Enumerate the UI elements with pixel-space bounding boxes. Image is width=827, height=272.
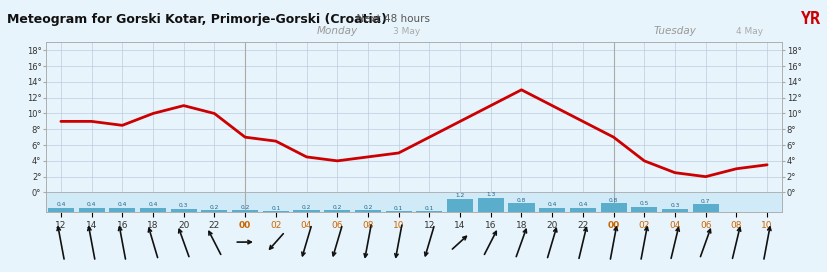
Bar: [262, 211, 289, 212]
Text: 20: 20: [178, 221, 189, 230]
Text: 0.4: 0.4: [56, 202, 65, 207]
Bar: [600, 203, 626, 212]
Bar: [201, 210, 227, 212]
Text: 0.8: 0.8: [516, 198, 525, 203]
Text: Monday: Monday: [316, 26, 357, 36]
Text: 18: 18: [515, 221, 527, 230]
Text: 12: 12: [55, 221, 66, 230]
Text: 22: 22: [208, 221, 220, 230]
Text: 0.4: 0.4: [117, 202, 127, 207]
Text: 14: 14: [86, 221, 97, 230]
Text: 0.4: 0.4: [577, 202, 587, 207]
Text: 3 May: 3 May: [392, 27, 419, 36]
Text: 0.8: 0.8: [608, 198, 618, 203]
Bar: [569, 208, 595, 212]
Text: 04: 04: [668, 221, 680, 230]
Text: 04: 04: [300, 221, 312, 230]
Text: 0.2: 0.2: [209, 205, 219, 209]
Text: 0.2: 0.2: [240, 205, 250, 209]
Text: 0.1: 0.1: [271, 206, 280, 211]
Text: 00: 00: [607, 221, 619, 230]
Bar: [355, 210, 380, 212]
Bar: [140, 208, 166, 212]
Text: 0.7: 0.7: [700, 199, 710, 204]
Text: 08: 08: [729, 221, 741, 230]
Text: Tuesday: Tuesday: [653, 26, 696, 36]
Bar: [232, 210, 258, 212]
Bar: [661, 209, 687, 212]
Text: 08: 08: [361, 221, 373, 230]
Text: 0.4: 0.4: [148, 202, 157, 207]
Text: 1.2: 1.2: [455, 193, 464, 198]
Bar: [170, 209, 197, 212]
Text: 0.4: 0.4: [547, 202, 557, 207]
Text: 0.4: 0.4: [87, 202, 96, 207]
Text: 0.1: 0.1: [424, 206, 433, 211]
Bar: [692, 204, 718, 212]
Bar: [508, 203, 534, 212]
Text: 0.2: 0.2: [363, 205, 372, 209]
Bar: [79, 208, 104, 212]
Text: 16: 16: [117, 221, 128, 230]
Text: Meteogram for Gorski Kotar, Primorje-Gorski (Croatia): Meteogram for Gorski Kotar, Primorje-Gor…: [7, 13, 386, 26]
Text: 18: 18: [147, 221, 159, 230]
Bar: [630, 206, 657, 212]
Text: 14: 14: [454, 221, 465, 230]
Text: 4 May: 4 May: [735, 27, 762, 36]
Text: 0.5: 0.5: [638, 201, 648, 206]
Text: 10: 10: [761, 221, 772, 230]
Bar: [416, 211, 442, 212]
Bar: [447, 199, 472, 212]
Bar: [109, 208, 135, 212]
Text: Next 48 hours: Next 48 hours: [350, 14, 430, 24]
Text: 12: 12: [423, 221, 434, 230]
Bar: [385, 211, 411, 212]
Bar: [538, 208, 565, 212]
Text: 0.2: 0.2: [302, 205, 311, 209]
Text: 0.3: 0.3: [670, 203, 679, 208]
Bar: [293, 210, 319, 212]
Text: 20: 20: [546, 221, 557, 230]
Bar: [324, 210, 350, 212]
Text: 00: 00: [239, 221, 251, 230]
Text: 0.3: 0.3: [179, 203, 189, 208]
Text: 06: 06: [331, 221, 342, 230]
Text: YR: YR: [801, 10, 820, 29]
Text: 16: 16: [485, 221, 496, 230]
Bar: [477, 198, 503, 212]
Text: 1.3: 1.3: [485, 192, 495, 197]
Text: 22: 22: [576, 221, 588, 230]
Text: 06: 06: [699, 221, 710, 230]
Bar: [45, 192, 782, 212]
Bar: [48, 208, 74, 212]
Text: 0.1: 0.1: [394, 206, 403, 211]
Text: 10: 10: [393, 221, 404, 230]
Text: 02: 02: [270, 221, 281, 230]
Text: 02: 02: [638, 221, 649, 230]
Text: 0.2: 0.2: [332, 205, 342, 209]
